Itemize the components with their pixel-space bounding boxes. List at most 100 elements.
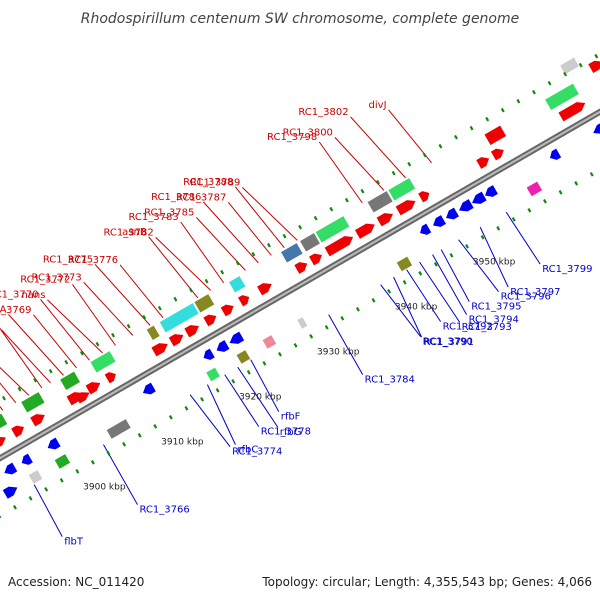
forward-gene-16 xyxy=(309,253,322,266)
lower-minor-tick xyxy=(340,316,345,321)
upper-minor-tick xyxy=(516,98,521,104)
upper-minor-tick xyxy=(204,278,209,284)
gene-label-top: RC1_3802 xyxy=(298,107,348,118)
lower-minor-tick xyxy=(106,451,111,456)
callout-line-top xyxy=(119,264,164,319)
gene-callouts: flgLlafAflaFflgFRC1_3767neuARC1_3769RC1_… xyxy=(0,100,592,548)
upper-minor-tick xyxy=(485,116,490,122)
upper-minor-tick xyxy=(329,206,334,212)
forward-gene-7 xyxy=(104,372,116,384)
lower-minor-tick xyxy=(418,271,423,276)
lower-minor-tick xyxy=(558,190,563,195)
callout-line-top xyxy=(0,366,30,396)
lower-minor-tick xyxy=(527,208,532,213)
forward-gene-12 xyxy=(220,304,234,317)
lower-minor-tick xyxy=(90,460,95,465)
gene-label-bottom: rfbC xyxy=(237,445,258,456)
gene-label-top: RC1_3769 xyxy=(0,305,31,316)
upper-minor-tick xyxy=(220,269,225,275)
upper-minor-tick xyxy=(157,305,162,311)
tick-layer: 3900 kbp 3910 kbp 3920 kbp 3930 kbp 3940 kbp… xyxy=(0,53,599,519)
forward-gene-17 xyxy=(324,236,354,257)
rna-gene-row2-2 xyxy=(60,371,81,390)
forward-gene-3 xyxy=(11,425,25,438)
callout-line-top xyxy=(334,137,385,191)
reverse-gene-16 xyxy=(593,123,600,134)
upper-minor-tick xyxy=(95,341,100,347)
gene-label-bottom: RC1_3792 xyxy=(443,322,493,333)
callout-line-top xyxy=(350,116,406,179)
reverse-gene-7 xyxy=(216,340,230,352)
reverse-row2-gene-9 xyxy=(396,256,413,272)
gene-label-bottom: flbT xyxy=(64,537,84,548)
upper-minor-tick xyxy=(298,224,303,230)
forward-gene-21 xyxy=(418,191,430,203)
callout-line-top xyxy=(47,299,103,354)
gene-label-bottom: RC1_3799 xyxy=(542,264,592,275)
callout-line-top xyxy=(234,186,285,249)
upper-minor-tick xyxy=(500,107,505,113)
upper-minor-tick xyxy=(376,179,381,185)
forward-gene-8 xyxy=(151,343,168,357)
forward-gene-9 xyxy=(168,334,184,347)
upper-minor-tick xyxy=(344,197,349,203)
gene-label-bottom: RC1_3795 xyxy=(471,302,521,313)
lower-minor-tick xyxy=(511,217,516,222)
forward-gene-2 xyxy=(0,436,6,447)
lower-minor-tick xyxy=(387,289,392,294)
forward-gene-14 xyxy=(257,283,272,296)
reverse-row2-gene-2 xyxy=(28,470,43,484)
callout-line-bottom xyxy=(206,384,236,445)
reverse-gene-4 xyxy=(47,437,61,450)
forward-gene-11 xyxy=(203,314,217,327)
gene-label-top: divJ xyxy=(369,100,387,111)
callout-line-top xyxy=(155,236,212,291)
callout-line-bottom xyxy=(328,314,364,375)
gene-label-top: RC1_3787 xyxy=(176,192,226,203)
accession-text: Accession: NC_011420 xyxy=(8,575,144,589)
gene-label-top: RC1_3773 xyxy=(32,272,82,283)
forward-gene-row2-14 xyxy=(484,125,507,145)
lower-minor-tick xyxy=(574,181,579,186)
callout-line-bottom xyxy=(224,374,260,427)
callout-line-bottom xyxy=(419,261,461,323)
reverse-gene-12 xyxy=(459,199,474,212)
cyan-gene-row2-5 xyxy=(159,303,199,333)
callout-line-bottom xyxy=(406,269,442,322)
gene-label-bottom: RC1_3790 xyxy=(423,337,473,348)
gene-label-top: RC1_3775 xyxy=(43,254,93,265)
gene-label-bottom: RC1_3784 xyxy=(365,375,415,386)
forward-gene-23 xyxy=(490,148,504,161)
callout-line-bottom xyxy=(393,276,423,338)
callout-line-bottom xyxy=(189,394,231,447)
callout-line-top xyxy=(0,382,17,404)
gene-label-top: RC1_3785 xyxy=(144,207,194,218)
lower-minor-tick xyxy=(480,235,485,240)
kbp-tick-label: 3900 kbp xyxy=(83,482,126,492)
reverse-gene-8 xyxy=(229,331,245,344)
callout-line-top xyxy=(40,299,90,361)
lower-minor-tick xyxy=(200,397,204,402)
kbp-tick-label: 3910 kbp xyxy=(161,437,204,447)
forward-gene-6 xyxy=(85,382,101,395)
lower-minor-tick xyxy=(278,352,282,357)
upper-minor-tick xyxy=(547,80,552,86)
upper-minor-tick xyxy=(360,188,365,194)
callout-line-top xyxy=(318,141,363,204)
upper-minor-tick xyxy=(407,161,412,167)
forward-gene-top xyxy=(588,60,600,73)
map-title: Rhodospirillum centenum SW chromosome, c… xyxy=(81,11,520,27)
gene-label-top: RC1_3800 xyxy=(283,127,333,138)
grey-gene-row2-12 xyxy=(367,191,393,213)
reverse-row2-gene-3 xyxy=(54,454,71,469)
lower-minor-tick xyxy=(402,280,407,285)
upper-minor-tick xyxy=(282,233,287,239)
lower-minor-tick xyxy=(433,262,438,267)
lower-minor-tick xyxy=(496,226,501,231)
upper-minor-tick xyxy=(79,350,84,356)
gene-label-bottom: RC1_3778 xyxy=(261,427,311,438)
forward-gene-4 xyxy=(30,414,45,427)
gene-label-top: RC1_3782 xyxy=(103,227,153,238)
gene-label-top: neuA xyxy=(0,304,7,315)
gene-label-bottom: RC1_3796 xyxy=(501,292,551,303)
